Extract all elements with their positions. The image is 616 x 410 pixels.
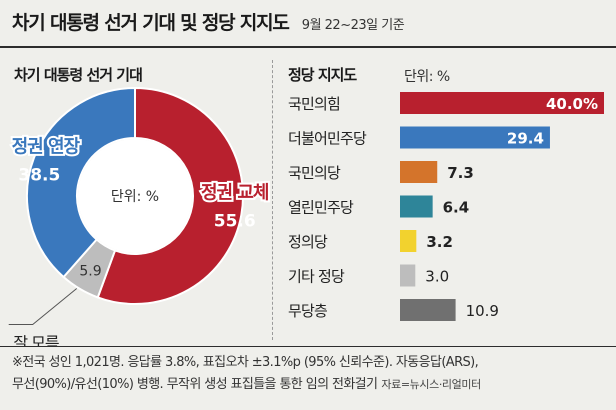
right-section-title: 정당 지지도 [288, 66, 357, 84]
donut-slice-2 [26, 86, 136, 279]
bar-value-label: 10.9 [466, 302, 499, 320]
slice-label-dont-know: 잘 모름 [13, 334, 59, 346]
bottom-rule [0, 346, 616, 347]
bar-category-label: 국민의힘 [288, 95, 340, 113]
bar-chart-unit: 단위: % [404, 69, 450, 85]
bar-value-label: 29.4 [507, 130, 544, 148]
bar-6 [400, 299, 456, 321]
slice-value-regime-extension: 38.5 [18, 166, 60, 186]
donut-chart: 단위: % 정권 교체 55.6 정권 연장 38.5 5.9 잘 모름 [8, 86, 270, 346]
slice-value-dont-know: 5.9 [79, 264, 101, 280]
bar-value-label: 40.0% [546, 95, 598, 113]
top-rule [0, 46, 616, 48]
bar-3 [400, 195, 433, 218]
bar-value-label: 3.0 [425, 268, 449, 286]
bar-category-label: 열린민주당 [288, 199, 354, 217]
bar-0 [400, 92, 604, 114]
footnote-line-2-wrap: 무선(90%)/유선(10%) 병행. 무작위 생성 표집틀을 통한 임의 전화… [12, 374, 612, 396]
slice-leader-line [8, 288, 78, 326]
bar-category-label: 기타 정당 [288, 268, 345, 286]
bar-category-label: 국민의당 [288, 164, 341, 182]
bar-value-label: 7.3 [447, 164, 474, 182]
page-title: 차기 대통령 선거 기대 및 정당 지지도 [12, 12, 290, 34]
bar-chart: 국민의힘 40.0% 더불어민주당 29.4 국민의당 7.3 열린민주당 6.4 정의당 3.2… [288, 92, 604, 321]
footnote-line-1: ※전국 성인 1,021명. 응답률 3.8%, 표집오차 ±3.1%p (95… [12, 355, 479, 370]
bar-5 [400, 264, 416, 287]
bar-value-label: 3.2 [426, 233, 453, 251]
donut-slice-0 [96, 86, 244, 305]
source-credit: 자료=뉴시스·리얼미터 [381, 378, 481, 391]
bar-4 [400, 230, 417, 252]
footnote: ※전국 성인 1,021명. 응답률 3.8%, 표집오차 ±3.1%p (95… [12, 352, 612, 396]
bar-category-label: 무당층 [288, 302, 327, 320]
bar-2 [400, 161, 438, 183]
section-divider [272, 60, 273, 340]
page-subtitle: 9월 22~23일 기준 [301, 18, 405, 33]
bar-1 [400, 126, 550, 149]
donut-center-label: 단위: % [111, 189, 159, 205]
bar-category-label: 더불어민주당 [288, 130, 367, 148]
slice-label-regime-extension: 정권 연장 [12, 137, 81, 158]
header: 차기 대통령 선거 기대 및 정당 지지도 9월 22~23일 기준 [12, 8, 608, 42]
slice-value-regime-change: 55.6 [214, 212, 256, 232]
bar-category-label: 정의당 [288, 233, 328, 251]
footnote-line-2: 무선(90%)/유선(10%) 병행. 무작위 생성 표집틀을 통한 임의 전화… [12, 377, 378, 392]
bar-value-label: 6.4 [443, 199, 470, 217]
donut-hole [78, 139, 192, 253]
slice-label-regime-change: 정권 교체 [201, 183, 269, 204]
left-section-title: 차기 대통령 선거 기대 [14, 66, 143, 84]
